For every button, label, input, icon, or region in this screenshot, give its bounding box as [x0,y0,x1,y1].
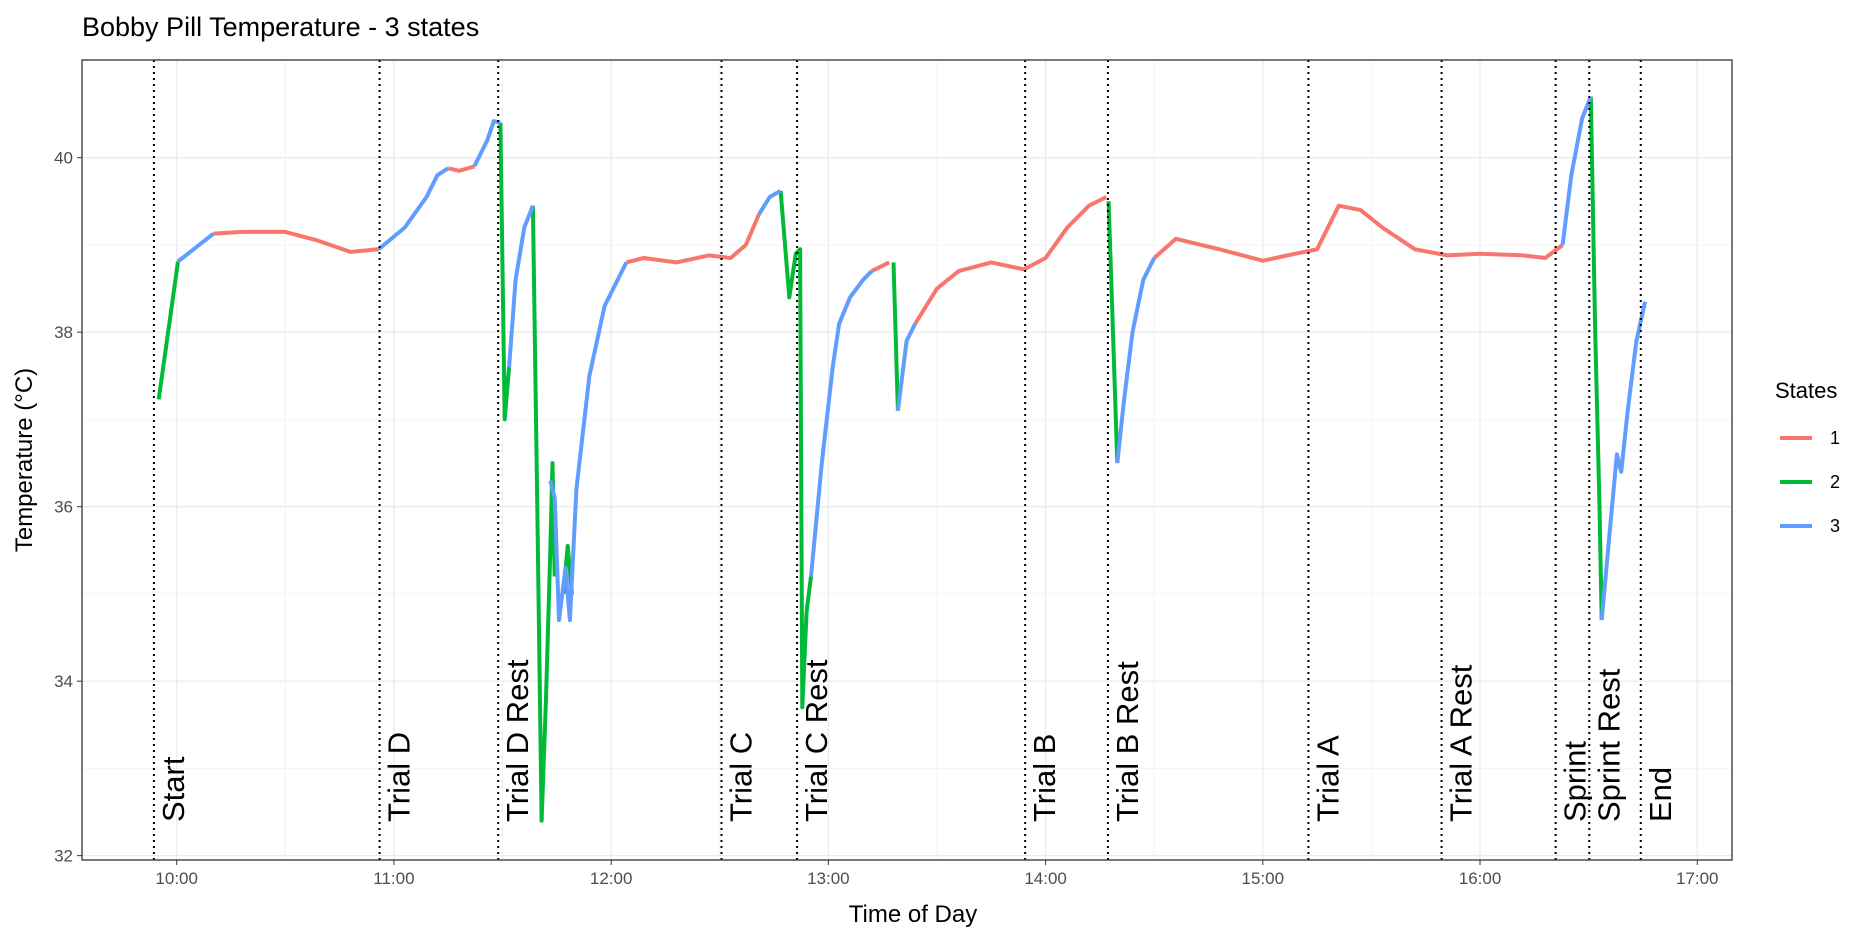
y-tick-label: 38 [54,323,73,342]
x-tick-label: 11:00 [373,869,414,888]
event-label: Trial D Rest [500,659,535,822]
y-axis-label: Temperature (°C) [11,368,38,552]
event-label: Trial C Rest [799,659,834,822]
legend-label: 1 [1830,428,1840,448]
legend-label: 3 [1830,516,1840,536]
event-label: Trial A [1310,735,1345,822]
x-tick-label: 12:00 [590,869,633,888]
temperature-line [213,164,1564,325]
x-tick-label: 15:00 [1242,869,1285,888]
x-tick-label: 13:00 [807,869,850,888]
temperature-line [156,96,1604,823]
legend-label: 2 [1830,472,1840,492]
event-label: Trial D [382,732,417,822]
event-label: End [1643,767,1678,822]
event-label: Trial B [1027,734,1062,822]
event-label: Trial A Rest [1444,664,1479,822]
temperature-line [176,95,1648,623]
y-tick-label: 40 [54,149,73,168]
plot-border [81,59,1733,861]
y-tick-label: 34 [54,672,73,691]
event-label: Trial C [723,732,758,822]
y-tick-label: 32 [54,847,73,866]
event-label: Start [156,756,191,822]
legend-title: States [1775,378,1837,403]
event-label: Sprint [1558,741,1593,822]
y-tick-label: 36 [54,498,73,517]
chart-title: Bobby Pill Temperature - 3 states [82,12,479,42]
x-axis-label: Time of Day [849,901,977,928]
x-tick-label: 17:00 [1676,869,1719,888]
x-tick-label: 10:00 [155,869,198,888]
x-tick-label: 16:00 [1459,869,1502,888]
event-label: Trial B Rest [1110,661,1145,822]
x-tick-label: 14:00 [1024,869,1067,888]
event-label: Sprint Rest [1591,668,1626,822]
